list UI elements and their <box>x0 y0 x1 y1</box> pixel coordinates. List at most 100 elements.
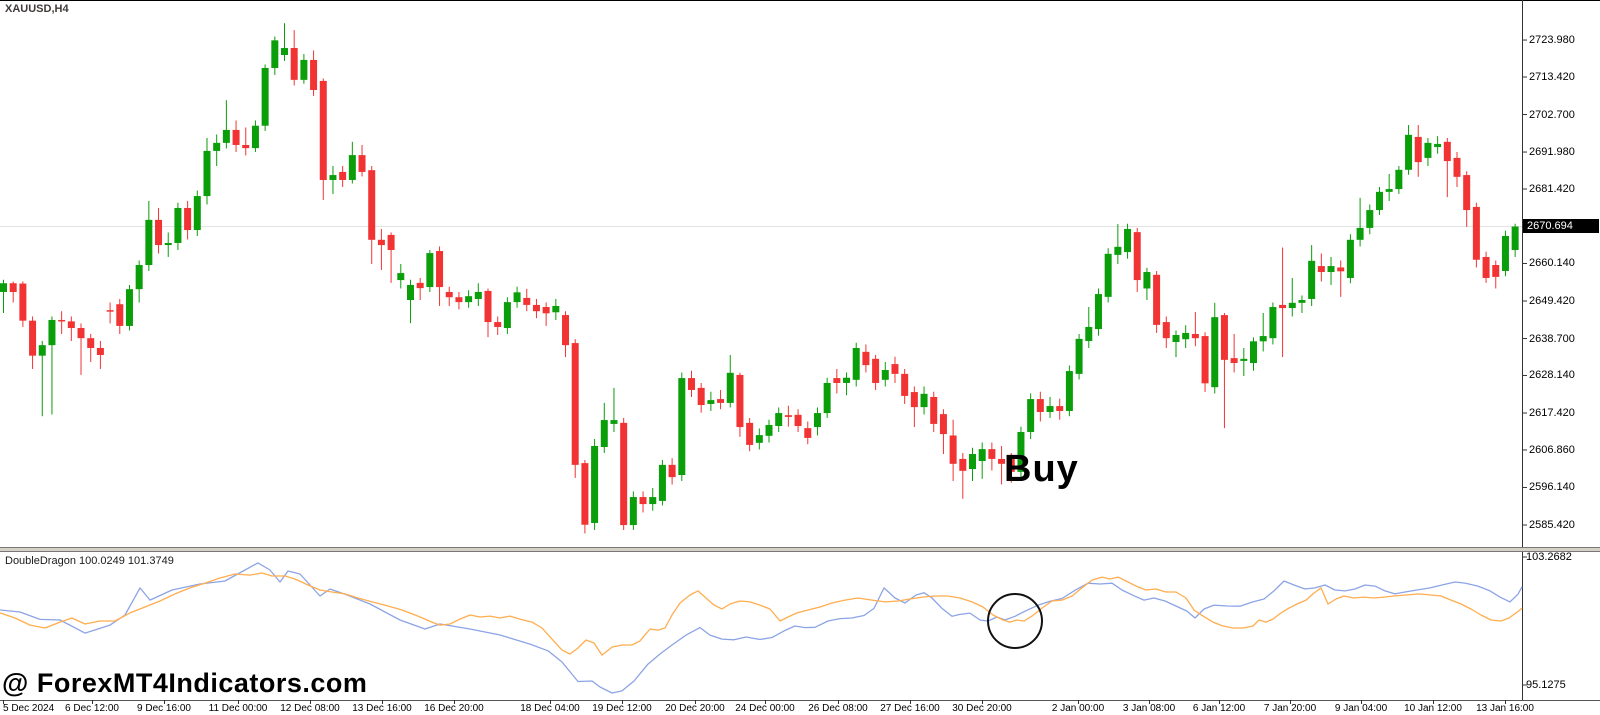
candle-body <box>1133 232 1141 281</box>
candle-body <box>1240 358 1248 361</box>
candle-body <box>1405 134 1413 170</box>
time-axis-label: 16 Dec 20:00 <box>424 703 484 714</box>
candle-body <box>717 399 725 403</box>
time-axis-label: 3 Jan 08:00 <box>1122 703 1176 714</box>
candle-body <box>988 449 996 459</box>
symbol-timeframe-label: XAUUSD,H4 <box>5 3 69 15</box>
candle-body <box>1288 302 1296 309</box>
candle-body <box>1317 266 1325 273</box>
time-axis-label: 10 Jan 12:00 <box>1404 703 1462 714</box>
candle-body <box>222 129 230 143</box>
candle-body <box>910 392 918 408</box>
candle-body <box>377 239 385 246</box>
candle-body <box>600 420 608 448</box>
candle-body <box>1104 253 1112 297</box>
candle-body <box>959 458 967 471</box>
candle-body <box>1395 169 1403 190</box>
time-axis-label: 20 Dec 20:00 <box>665 703 725 714</box>
indicator-name-values-label: DoubleDragon 100.0249 101.3749 <box>5 555 174 567</box>
candle-body <box>843 377 851 383</box>
candle-body <box>203 150 211 197</box>
time-axis-label: 9 Jan 04:00 <box>1334 703 1388 714</box>
candle-body <box>1046 406 1054 413</box>
candle-body <box>1414 136 1422 163</box>
candle-body <box>397 273 405 281</box>
candle-body <box>707 400 715 404</box>
candle-body <box>1230 358 1238 364</box>
candle-body <box>494 322 502 327</box>
candle-body <box>1482 256 1490 278</box>
candle-body <box>794 414 802 427</box>
crossover-circle-annotation <box>987 593 1043 649</box>
time-axis-label: 11 Dec 00:00 <box>208 703 268 714</box>
candle-body <box>445 291 453 298</box>
candle-body <box>1298 300 1306 303</box>
candle-body <box>1007 458 1015 472</box>
candle-body <box>1162 322 1170 339</box>
price-axis-label: 2606.860 <box>1529 443 1575 456</box>
candle-body <box>552 305 560 313</box>
candle-body <box>145 219 153 266</box>
candle-body <box>9 283 17 292</box>
candle-body <box>862 351 870 366</box>
price-axis-label: 2628.140 <box>1529 369 1575 382</box>
candle-body <box>939 414 947 435</box>
candle-body <box>523 297 531 305</box>
candle-body <box>804 428 812 438</box>
candle-body <box>1065 371 1073 411</box>
price-axis-label: 2617.420 <box>1529 407 1575 419</box>
price-axis-label: 2585.420 <box>1529 519 1575 531</box>
candle-body <box>1337 267 1345 272</box>
panel-separator[interactable] <box>0 547 1600 551</box>
candle-body <box>1443 141 1451 162</box>
candle-body <box>19 283 27 321</box>
candle-body <box>310 59 318 91</box>
candle-body <box>1172 335 1180 343</box>
price-axis-label: 2649.420 <box>1529 295 1575 307</box>
candle-body <box>1279 304 1287 309</box>
candle-body <box>697 387 705 406</box>
candle-body <box>998 458 1006 464</box>
candle-body <box>736 374 744 428</box>
candle-body <box>610 420 618 424</box>
candle-body <box>193 196 201 231</box>
candle-body <box>1366 210 1374 228</box>
candle-body <box>135 265 143 290</box>
indicator-axis-label: 95.1275 <box>1526 679 1566 691</box>
time-axis-label: 19 Dec 12:00 <box>592 703 652 714</box>
current-price-badge: 2670.694 <box>1523 218 1599 233</box>
candle-body <box>436 251 444 288</box>
candle-body <box>513 292 521 303</box>
candle-body <box>125 289 133 326</box>
candle-body <box>261 67 269 126</box>
candle-body <box>1269 307 1277 339</box>
candle-body <box>930 396 938 424</box>
candle-body <box>775 413 783 427</box>
candle-body <box>1511 226 1519 250</box>
time-axis-label: 13 Jan 16:00 <box>1476 703 1534 714</box>
candle-body <box>406 284 414 301</box>
candle-body <box>1346 239 1354 278</box>
price-axis-label: 2596.140 <box>1529 481 1575 494</box>
candle-body <box>1220 315 1228 360</box>
candle-body <box>1385 189 1393 192</box>
candle-body <box>1182 332 1190 340</box>
time-axis-label: 27 Dec 16:00 <box>880 703 940 714</box>
time-axis-label: 26 Dec 08:00 <box>808 703 868 714</box>
candle-body <box>532 304 540 312</box>
candle-body <box>629 497 637 526</box>
dragon-line-blue <box>0 562 1523 694</box>
candle-body <box>891 364 899 374</box>
candle-body <box>426 253 434 288</box>
candle-body <box>67 321 75 329</box>
candle-body <box>0 283 7 292</box>
candle-body <box>852 347 860 380</box>
candle-body <box>358 155 366 172</box>
time-axis-label: 7 Jan 20:00 <box>1263 703 1317 714</box>
candle-body <box>1453 157 1461 177</box>
candle-body <box>726 372 734 403</box>
candle-body <box>755 435 763 443</box>
candle-body <box>484 290 492 323</box>
time-axis-label: 2 Jan 00:00 <box>1051 703 1105 714</box>
